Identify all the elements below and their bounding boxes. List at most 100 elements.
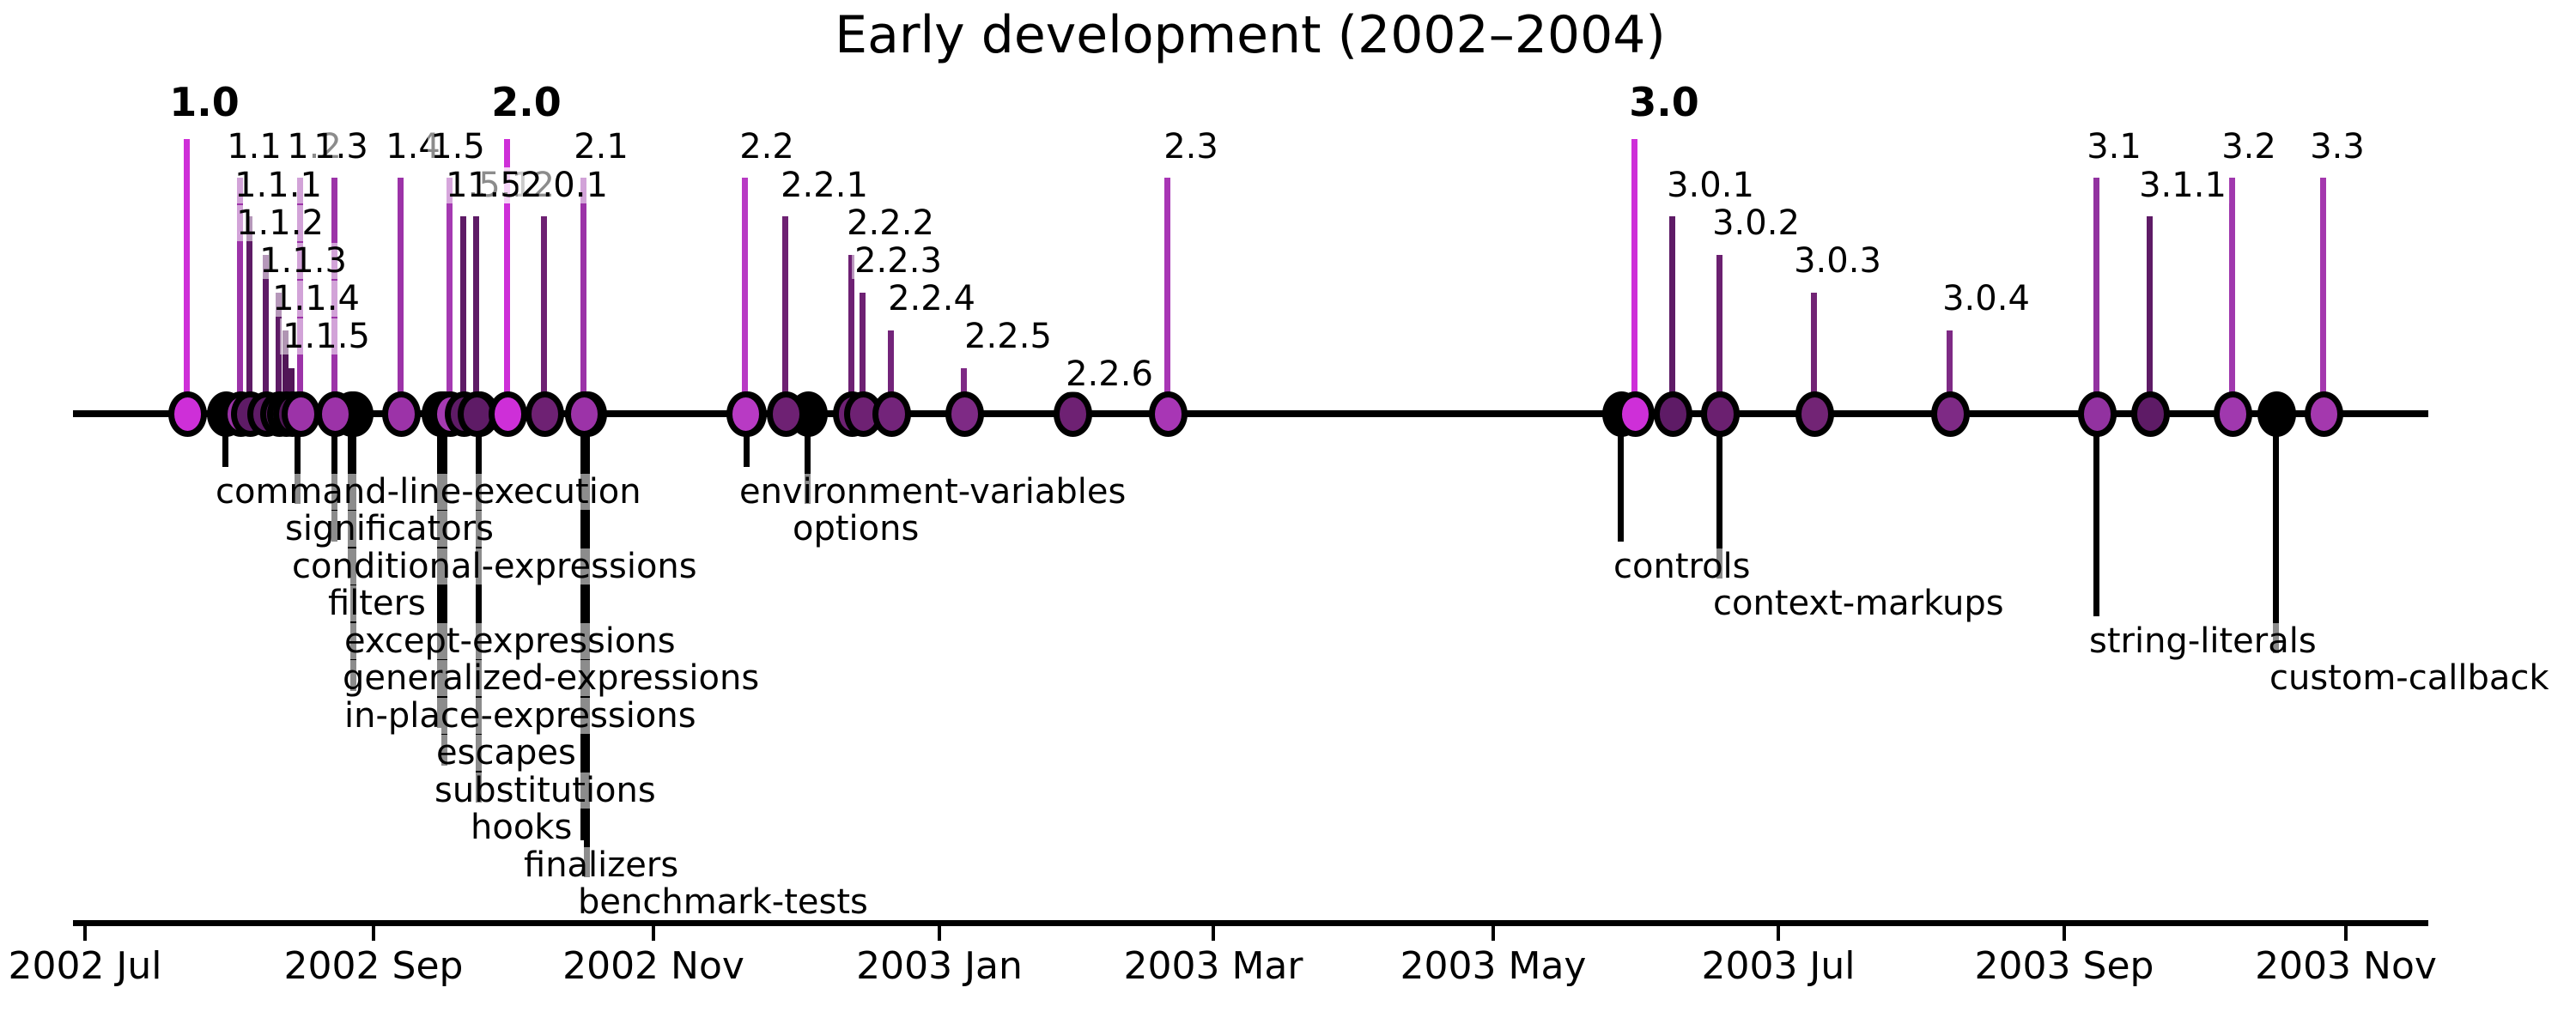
version-label-2.2: 2.2 bbox=[737, 129, 797, 165]
version-dot-2.2.6 bbox=[1054, 391, 1092, 437]
version-stem-1.5 bbox=[447, 178, 453, 414]
date-tick-2003 Sep bbox=[2063, 920, 2066, 941]
date-tick-label-2003 Jul: 2003 Jul bbox=[1701, 944, 1856, 988]
version-stem-1.1.2 bbox=[263, 255, 269, 414]
version-stem-3.1.1 bbox=[2147, 216, 2153, 414]
version-label-1.1.1: 1.1.1 bbox=[232, 167, 325, 203]
version-label-3.0.1: 3.0.1 bbox=[1664, 167, 1757, 203]
version-dot-3.2 bbox=[2214, 391, 2252, 437]
feature-label-generalized-expressions: generalized-expressions bbox=[340, 660, 762, 696]
version-stem-3.0 bbox=[1631, 139, 1637, 414]
feature-label-benchmark-tests: benchmark-tests bbox=[575, 884, 871, 920]
version-label-2.1: 2.1 bbox=[571, 129, 631, 165]
version-stem-1.0 bbox=[184, 139, 190, 414]
version-label-2.2.4: 2.2.4 bbox=[885, 281, 978, 317]
feature-label-context-markups: context-markups bbox=[1710, 585, 2007, 621]
date-tick-label-2003 Jan: 2003 Jan bbox=[856, 944, 1023, 988]
version-dot-3.0.2 bbox=[1701, 391, 1740, 437]
version-stem-1.4 bbox=[398, 178, 404, 414]
version-stem-1.5.2 bbox=[473, 216, 479, 414]
version-stem-3.3 bbox=[2320, 178, 2326, 414]
version-stem-2.2.3 bbox=[860, 293, 866, 414]
version-label-3.0.3: 3.0.3 bbox=[1791, 243, 1884, 279]
feature-label-filters: filters bbox=[325, 585, 428, 621]
feature-label-options: options bbox=[790, 511, 922, 547]
feature-label-escapes: escapes bbox=[434, 735, 579, 771]
version-dot-2.2 bbox=[726, 391, 765, 437]
date-axis-line bbox=[73, 920, 2428, 926]
version-dot-2.1 bbox=[565, 391, 604, 437]
feature-label-command-line-execution: command-line-execution bbox=[213, 474, 644, 510]
version-dot-2.2.4 bbox=[872, 391, 911, 437]
version-dot-2.0.1 bbox=[526, 391, 564, 437]
date-tick-label-2003 Nov: 2003 Nov bbox=[2255, 944, 2437, 988]
version-label-2.3: 2.3 bbox=[1161, 129, 1221, 165]
version-label-2.2.6: 2.2.6 bbox=[1063, 356, 1156, 392]
version-label-3.0.4: 3.0.4 bbox=[1940, 281, 2032, 317]
version-stem-3.2 bbox=[2229, 178, 2235, 414]
feature-label-hooks: hooks bbox=[468, 809, 575, 845]
feature-label-environment-variables: environment-variables bbox=[737, 474, 1129, 510]
version-dot-3.3 bbox=[2305, 391, 2343, 437]
version-dot-2.0 bbox=[489, 391, 527, 437]
feature-label-conditional-expressions: conditional-expressions bbox=[289, 548, 700, 585]
feature-stem-substitutions bbox=[441, 414, 447, 766]
version-label-1.1.4: 1.1.4 bbox=[270, 281, 362, 317]
version-label-3.1.1: 3.1.1 bbox=[2136, 167, 2229, 203]
version-stem-2.2.1 bbox=[782, 216, 788, 414]
feature-stem-command-line-execution bbox=[222, 414, 228, 467]
version-dot-1.0 bbox=[168, 391, 207, 437]
version-dot-3.1 bbox=[2078, 391, 2117, 437]
version-stem-2.0.1 bbox=[541, 216, 547, 414]
feature-stem-options bbox=[805, 414, 811, 504]
version-dot-3.1.1 bbox=[2131, 391, 2170, 437]
version-label-2.2.3: 2.2.3 bbox=[852, 243, 945, 279]
version-label-1.3: 1.3 bbox=[311, 129, 371, 165]
date-tick-2002 Jul bbox=[83, 920, 87, 941]
version-stem-1.1.3 bbox=[276, 293, 282, 414]
version-label-2.0: 2.0 bbox=[491, 79, 562, 125]
feature-label-in-place-expressions: in-place-expressions bbox=[342, 698, 699, 734]
event-axis-line bbox=[73, 410, 2428, 417]
version-label-1.1: 1.1 bbox=[224, 129, 284, 165]
version-stem-3.0.1 bbox=[1669, 216, 1675, 414]
version-stem-1.1.5 bbox=[289, 368, 295, 414]
version-label-1.1.2: 1.1.2 bbox=[234, 205, 326, 241]
feature-stem-controls bbox=[1618, 414, 1624, 542]
version-dot-1.2 bbox=[282, 391, 320, 437]
version-stem-3.1 bbox=[2093, 178, 2099, 414]
version-label-1.1.3: 1.1.3 bbox=[257, 243, 349, 279]
version-label-3.1: 3.1 bbox=[2084, 129, 2144, 165]
version-stem-1.1 bbox=[237, 178, 243, 414]
version-dot-3.0.1 bbox=[1654, 391, 1692, 437]
version-label-3.3: 3.3 bbox=[2307, 129, 2367, 165]
date-tick-2003 Nov bbox=[2344, 920, 2348, 941]
version-label-2.2.5: 2.2.5 bbox=[962, 318, 1054, 354]
version-label-2.2.1: 2.2.1 bbox=[778, 167, 871, 203]
date-tick-label-2003 Sep: 2003 Sep bbox=[1974, 944, 2154, 988]
date-tick-label-2002 Sep: 2002 Sep bbox=[283, 944, 464, 988]
version-stem-3.0.4 bbox=[1947, 330, 1953, 414]
feature-label-controls: controls bbox=[1611, 548, 1753, 585]
version-dot-2.2.1 bbox=[767, 391, 805, 437]
date-tick-2003 May bbox=[1492, 920, 1495, 941]
version-label-1.1.5: 1.1.5 bbox=[280, 318, 373, 354]
date-tick-2002 Nov bbox=[652, 920, 655, 941]
date-tick-2003 Jul bbox=[1777, 920, 1780, 941]
version-label-1.0: 1.0 bbox=[169, 79, 240, 125]
version-label-2.2.2: 2.2.2 bbox=[844, 205, 937, 241]
version-label-2.0.1: 2.0.1 bbox=[518, 167, 611, 203]
version-stem-2.0 bbox=[504, 139, 510, 414]
version-stem-1.5.1 bbox=[460, 216, 466, 414]
date-tick-label-2003 Mar: 2003 Mar bbox=[1123, 944, 1303, 988]
version-stem-3.0.3 bbox=[1811, 293, 1817, 414]
date-tick-2003 Mar bbox=[1212, 920, 1215, 941]
version-stem-1.1.4 bbox=[283, 330, 289, 414]
version-stem-1.1.1 bbox=[246, 216, 252, 414]
feature-label-substitutions: substitutions bbox=[432, 772, 659, 809]
chart-title: Early development (2002–2004) bbox=[835, 5, 1666, 65]
date-tick-label-2002 Jul: 2002 Jul bbox=[8, 944, 162, 988]
version-stem-2.2.2 bbox=[848, 255, 854, 414]
version-stem-2.2 bbox=[742, 178, 748, 414]
version-stem-2.3 bbox=[1164, 178, 1170, 414]
